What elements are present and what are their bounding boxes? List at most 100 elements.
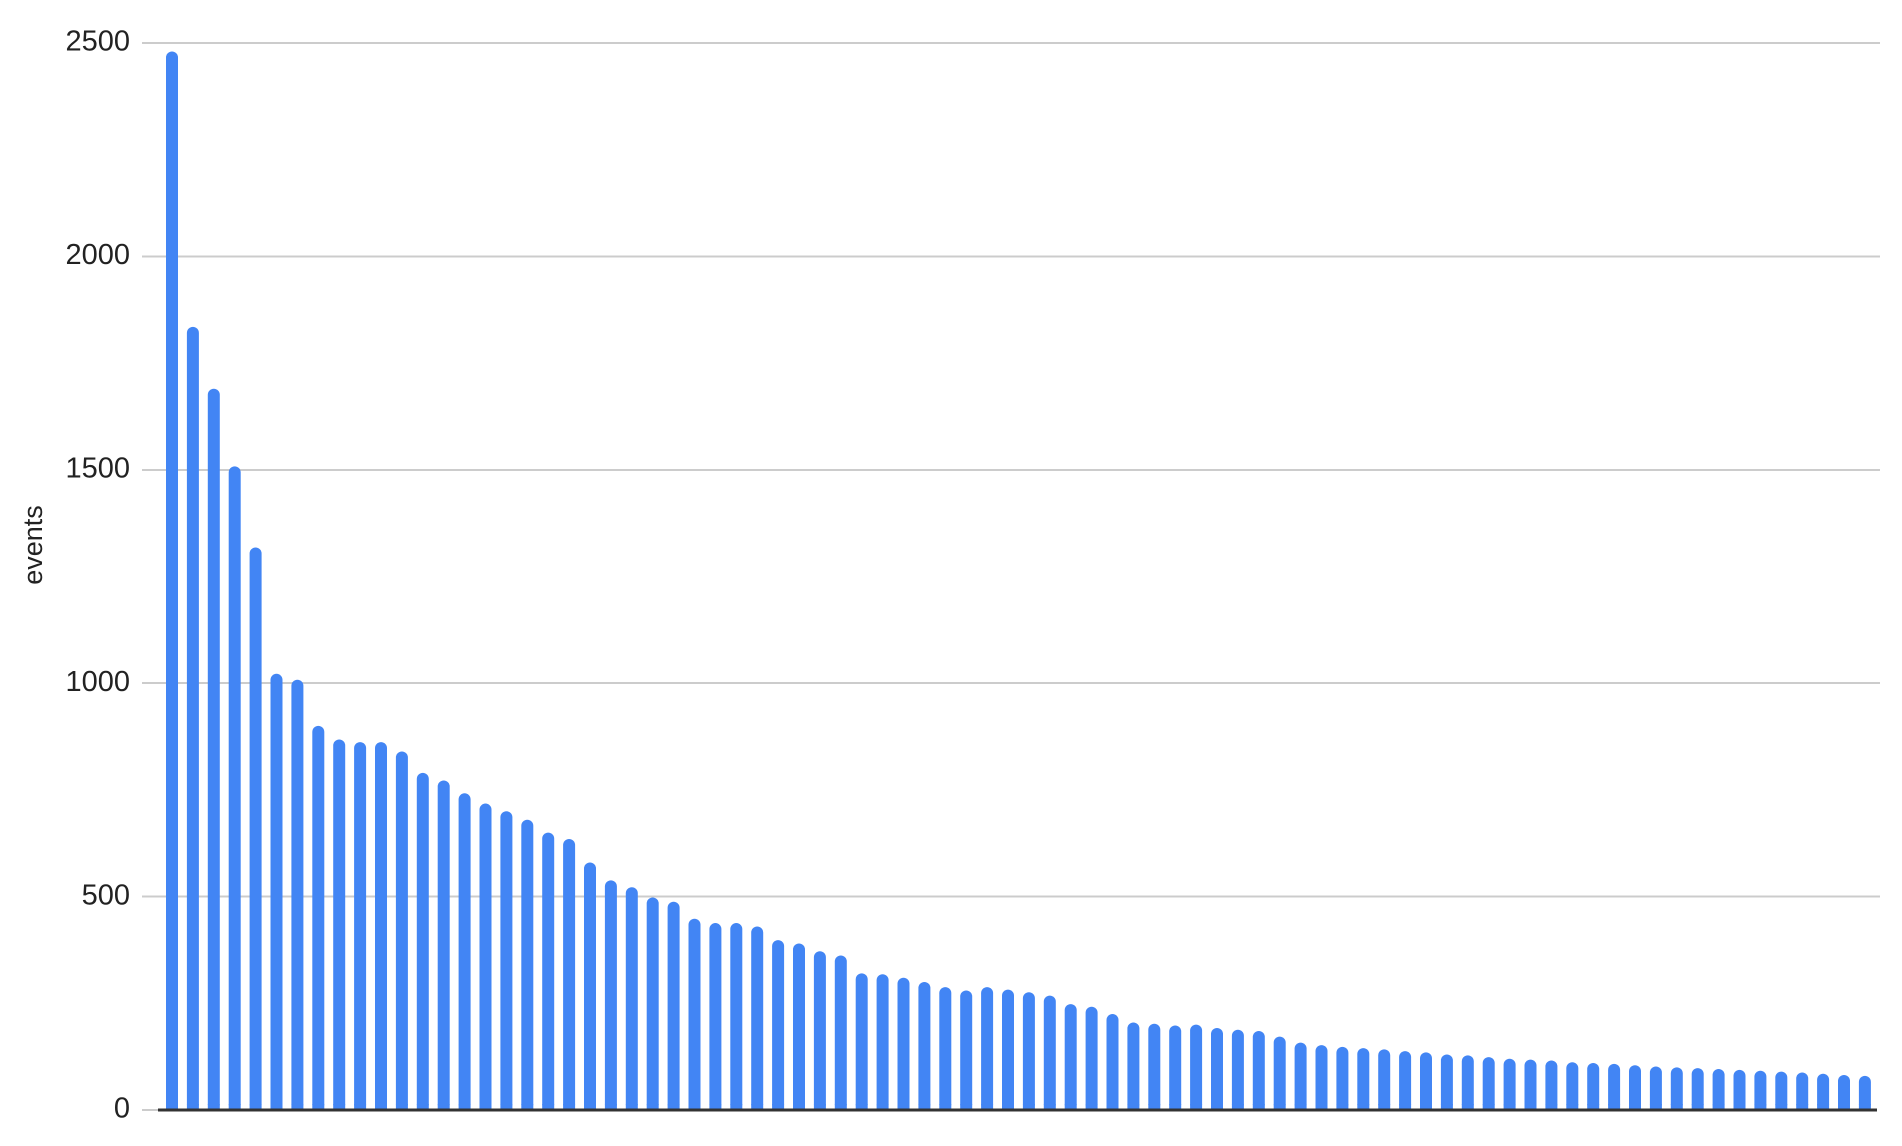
bar[interactable] [1775,1071,1788,1110]
bar[interactable] [1252,1031,1265,1110]
bar[interactable] [1440,1054,1453,1110]
bar[interactable] [1294,1042,1307,1110]
bar[interactable] [1545,1060,1558,1110]
bar[interactable] [1357,1048,1370,1110]
bar[interactable] [709,923,722,1110]
bar[interactable] [1378,1049,1391,1110]
bar[interactable] [207,388,220,1111]
bar[interactable] [1858,1075,1871,1110]
bar[interactable] [500,811,513,1110]
bar[interactable] [1608,1063,1621,1110]
bar[interactable] [416,772,429,1110]
bar[interactable] [1169,1025,1182,1110]
bar[interactable] [1733,1069,1746,1110]
bar[interactable] [813,951,826,1110]
bar[interactable] [1691,1068,1704,1110]
bar-foot [1629,1104,1641,1110]
bar[interactable] [249,547,262,1110]
bar-foot [981,1104,994,1110]
bar[interactable] [1420,1052,1432,1110]
bar[interactable] [1754,1070,1767,1110]
bar[interactable] [1336,1046,1349,1110]
bar-foot [1566,1104,1579,1110]
bar[interactable] [437,780,450,1110]
bar[interactable] [1796,1072,1809,1110]
bar[interactable] [1503,1058,1516,1110]
bar-foot [584,1104,596,1110]
bar-foot [1817,1104,1830,1110]
bar[interactable] [312,725,325,1110]
bar[interactable] [270,673,283,1110]
bar-foot [563,1104,576,1110]
bar[interactable] [855,973,868,1110]
bar[interactable] [1712,1069,1725,1110]
bar[interactable] [521,819,534,1110]
bar[interactable] [751,926,764,1110]
bar[interactable] [646,897,659,1110]
bar[interactable] [354,742,367,1110]
bar[interactable] [1148,1023,1161,1110]
bar[interactable] [228,466,241,1110]
bar[interactable] [1085,1006,1098,1110]
bar[interactable] [1461,1055,1474,1110]
bar[interactable] [730,923,743,1110]
bar-foot [1315,1104,1328,1110]
bar[interactable] [793,943,805,1110]
bar-foot [1838,1104,1850,1110]
bar[interactable] [1106,1013,1119,1110]
bar[interactable] [563,838,576,1110]
bar[interactable] [479,803,492,1110]
bar[interactable] [981,987,994,1110]
bar[interactable] [1649,1066,1662,1110]
bar[interactable] [1587,1063,1600,1110]
bar-foot [1858,1104,1871,1110]
bar[interactable] [333,739,346,1110]
bar[interactable] [1127,1022,1140,1110]
gridlines-group [160,42,1880,898]
bar[interactable] [458,793,471,1110]
bar[interactable] [1002,989,1014,1110]
bar[interactable] [604,880,617,1110]
bar-foot [1775,1104,1788,1110]
bar[interactable] [1629,1065,1641,1110]
bar[interactable] [1022,992,1035,1110]
bar[interactable] [186,326,199,1110]
bar[interactable] [625,887,638,1110]
bar[interactable] [1190,1024,1203,1110]
bar[interactable] [395,751,408,1110]
bar-foot [1399,1104,1412,1110]
bar[interactable] [1399,1051,1412,1110]
bar[interactable] [375,742,387,1110]
bar[interactable] [1838,1075,1850,1110]
bar[interactable] [918,981,931,1110]
bar[interactable] [1043,995,1056,1110]
bar[interactable] [166,51,178,1110]
bar[interactable] [876,974,889,1110]
bar[interactable] [834,955,847,1111]
bar[interactable] [291,679,304,1110]
bar[interactable] [772,940,785,1110]
bar[interactable] [542,832,555,1110]
bar[interactable] [1482,1057,1495,1110]
bar-foot [1440,1104,1453,1110]
bar-foot [709,1104,722,1110]
bar[interactable] [939,987,952,1110]
bar[interactable] [584,862,596,1110]
bar[interactable] [1211,1028,1223,1110]
bar[interactable] [1566,1062,1579,1110]
bar[interactable] [1315,1045,1328,1110]
bar[interactable] [1524,1059,1537,1110]
bar[interactable] [1064,1004,1077,1110]
bar[interactable] [897,977,910,1110]
bar-foot [604,1104,617,1110]
bar[interactable] [1231,1029,1244,1110]
bar[interactable] [1817,1073,1830,1110]
bar-foot [207,1104,220,1110]
bar-foot [793,1104,805,1110]
bar[interactable] [688,918,701,1110]
bar[interactable] [667,901,680,1110]
bar[interactable] [960,990,973,1111]
bar-foot [772,1104,785,1110]
bar[interactable] [1273,1036,1286,1110]
bar[interactable] [1670,1067,1683,1110]
